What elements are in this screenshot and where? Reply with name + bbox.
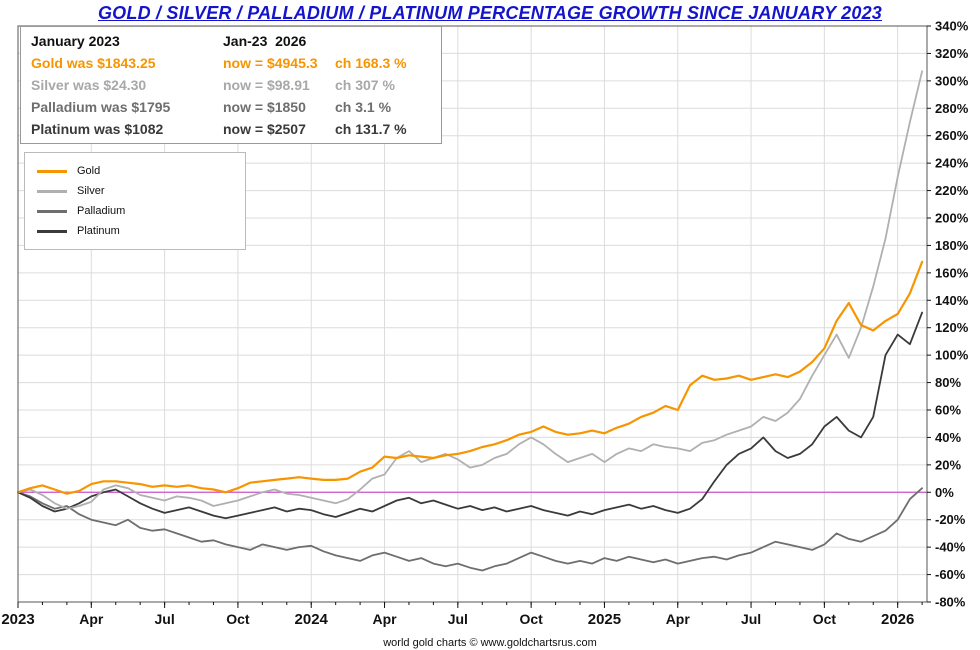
legend-item-gold: Gold [37,161,233,181]
plot-border [17,25,928,603]
y-tick-label: 140% [935,293,969,308]
y-tick-label: 0% [935,485,954,500]
legend-label-palladium: Palladium [77,205,126,217]
x-tick-label: 2023 [1,611,34,628]
x-tick-label: Jul [741,611,761,627]
series-line-platinum [17,311,923,520]
silver-line-swatch [37,189,67,193]
y-tick-label: 80% [935,375,961,390]
axis-labels: 340% 320% 300% 280% 260% 240% 220% 200% 180% 160%… [1,19,968,629]
x-tick-label: Jul [448,611,468,627]
info-start-date: January 2023 [31,33,120,49]
price-info-box: January 2023 Jan-23 2026 Gold was $1843.… [20,26,442,144]
legend-item-platinum: Platinum [37,221,233,241]
series-line-silver [17,70,923,510]
y-tick-label: 60% [935,403,961,418]
palladium-now-price: now = $1850 [223,99,306,115]
y-tick-label: 240% [935,156,969,171]
x-tick-label: Oct [519,611,543,627]
y-tick-label: -40% [935,540,966,555]
legend-item-palladium: Palladium [37,201,233,221]
info-row-silver: Silver was $24.30 now = $98.91 ch 307 % [31,74,431,96]
y-tick-label: 260% [935,128,969,143]
silver-now-price: now = $98.91 [223,77,310,93]
y-tick-label: 20% [935,457,961,472]
legend: Gold Silver Palladium Platinum [24,152,246,250]
x-tick-label: Apr [79,611,104,627]
info-row-gold: Gold was $1843.25 now = $4945.3 ch 168.3… [31,52,431,74]
x-tick-label: 2025 [588,611,621,628]
x-tick-label: Apr [372,611,397,627]
palladium-line-swatch [37,209,67,213]
gold-change: ch 168.3 % [335,55,407,71]
info-row-palladium: Palladium was $1795 now = $1850 ch 3.1 % [31,96,431,118]
palladium-was-price: Palladium was $1795 [31,99,171,115]
gold-line-swatch [37,169,67,173]
chart-footer: world gold charts © www.goldchartsrus.co… [383,637,597,649]
x-tick-label: 2024 [295,611,329,628]
legend-item-silver: Silver [37,181,233,201]
y-tick-label: -20% [935,512,966,527]
x-tick-label: Oct [226,611,250,627]
info-end-date: Jan-23 2026 [223,33,307,49]
info-header-row: January 2023 Jan-23 2026 [31,30,431,52]
chart-title: GOLD / SILVER / PALLADIUM / PLATINUM PER… [97,3,882,23]
platinum-line-swatch [37,229,67,233]
x-tick-label: 2026 [881,611,914,628]
y-tick-label: 220% [935,183,969,198]
legend-label-platinum: Platinum [77,225,120,237]
x-tick-label: Apr [666,611,691,627]
gold-was-price: Gold was $1843.25 [31,55,156,71]
y-tick-label: 200% [935,211,969,226]
y-tick-label: 100% [935,348,969,363]
y-tick-label: 340% [935,19,969,34]
series-line-gold [16,260,924,495]
legend-label-gold: Gold [77,165,101,177]
y-tick-label: 160% [935,265,969,280]
platinum-was-price: Platinum was $1082 [31,121,164,137]
platinum-now-price: now = $2507 [223,121,306,137]
legend-label-silver: Silver [77,185,105,197]
gold-now-price: now = $4945.3 [223,55,318,71]
silver-was-price: Silver was $24.30 [31,77,147,93]
y-tick-label: 180% [935,238,969,253]
palladium-change: ch 3.1 % [335,99,392,115]
y-tick-label: 120% [935,320,969,335]
y-tick-label: 300% [935,73,969,88]
x-tick-label: Jul [154,611,174,627]
y-tick-label: 40% [935,430,961,445]
silver-change: ch 307 % [335,77,395,93]
y-tick-label: -80% [935,595,966,610]
series-line-palladium [17,487,923,572]
x-tick-label: Oct [813,611,837,627]
info-row-platinum: Platinum was $1082 now = $2507 ch 131.7 … [31,118,431,140]
y-tick-label: 320% [935,46,969,61]
y-tick-label: -60% [935,567,966,582]
y-tick-label: 280% [935,101,969,116]
platinum-change: ch 131.7 % [335,121,407,137]
